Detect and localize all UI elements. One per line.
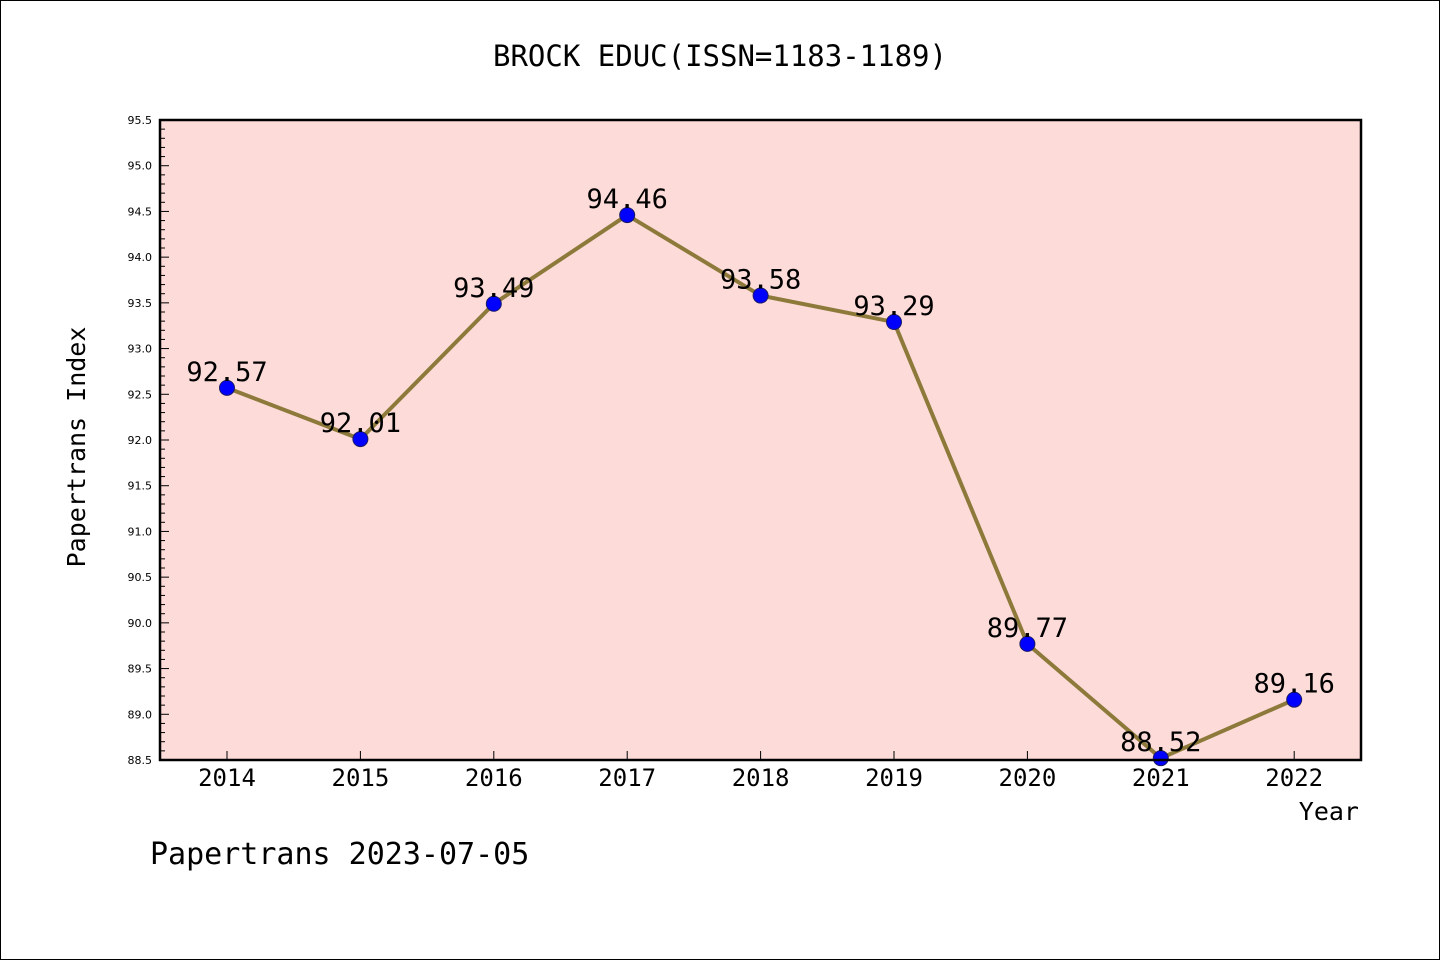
y-tick-label: 92.0 [128, 434, 153, 447]
data-label: 89.16 [1254, 669, 1335, 700]
data-point [1286, 691, 1303, 708]
footer-watermark: Papertrans 2023-07-05 [150, 837, 529, 872]
data-label: 92.01 [320, 408, 401, 439]
data-point [752, 287, 769, 304]
data-point [886, 314, 902, 331]
data-point [352, 431, 369, 448]
series-line [219, 207, 1303, 767]
y-tick-label: 95.0 [128, 160, 153, 173]
data-point [219, 379, 235, 396]
x-tick-label: 2018 [732, 764, 790, 792]
data-point [1152, 750, 1169, 767]
y-tick-label: 91.5 [128, 480, 153, 493]
data-labels: 92.57 92.01 93.49 94.46 93.58 93.29 89.77 88.52… [186, 184, 1334, 758]
data-label: 89.77 [987, 613, 1068, 644]
data-point [1019, 635, 1036, 652]
y-tick-label: 89.0 [128, 708, 153, 721]
y-tick-label: 92.5 [128, 388, 153, 401]
y-tick-label: 91.0 [128, 525, 153, 538]
data-label: 93.49 [453, 273, 534, 304]
data-label: 93.58 [720, 265, 801, 296]
y-axis-label: Papertrans Index [62, 327, 91, 568]
data-point [619, 207, 636, 224]
y-tick-label: 90.5 [128, 571, 153, 584]
x-tick-label: 2014 [198, 764, 256, 792]
x-tick-label: 2016 [465, 764, 523, 792]
plot-area [160, 120, 1361, 760]
x-tick-label: 2022 [1265, 764, 1323, 792]
x-tick-label: 2020 [999, 764, 1057, 792]
x-tick-label: 2021 [1132, 764, 1190, 792]
data-label: 88.52 [1120, 727, 1201, 758]
y-tick-label: 88.5 [128, 754, 153, 767]
y-tick-label: 90.0 [128, 617, 153, 630]
chart-title: BROCK EDUC(ISSN=1183-1189) [493, 39, 947, 73]
data-label: 92.57 [186, 357, 267, 388]
data-label: 93.29 [853, 291, 934, 322]
data-label: 94.46 [587, 184, 668, 215]
x-axis-label: Year [1299, 797, 1359, 826]
y-tick-label: 89.5 [128, 663, 153, 676]
y-tick-label: 94.5 [128, 205, 153, 218]
x-axis: 2014 2015 2016 2017 2018 2019 2020 2021 2022 [198, 751, 1323, 792]
plot-border [158, 118, 1363, 762]
x-tick-label: 2017 [598, 764, 656, 792]
x-tick-label: 2015 [332, 764, 390, 792]
y-tick-label: 94.0 [128, 251, 153, 264]
y-tick-label: 95.5 [128, 114, 153, 127]
y-tick-label: 93.0 [128, 343, 153, 356]
data-point [485, 295, 502, 312]
x-tick-label: 2019 [865, 764, 923, 792]
y-tick-label: 93.5 [128, 297, 153, 310]
